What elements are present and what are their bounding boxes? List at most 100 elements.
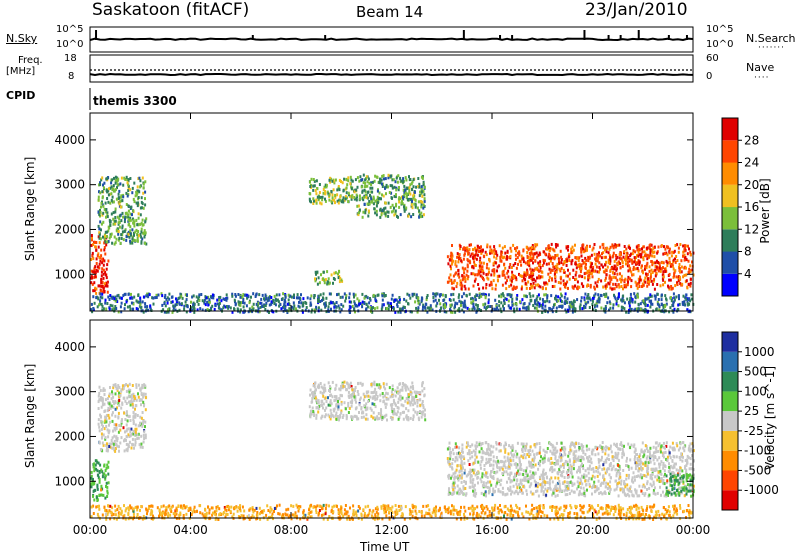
- data-cell: [114, 181, 117, 185]
- data-cell: [258, 310, 261, 314]
- data-cell: [210, 296, 213, 300]
- data-cell: [564, 488, 567, 492]
- data-cell: [403, 306, 406, 309]
- data-cell: [485, 253, 488, 257]
- data-cell: [384, 387, 387, 391]
- data-cell: [396, 410, 399, 414]
- data-cell: [246, 293, 249, 297]
- data-cell: [474, 458, 477, 462]
- data-cell: [515, 278, 518, 282]
- data-cell: [482, 261, 485, 265]
- data-cell: [480, 251, 483, 255]
- data-cell: [451, 286, 454, 290]
- data-cell: [627, 310, 630, 314]
- data-cell: [113, 235, 116, 239]
- data-cell: [395, 186, 398, 190]
- data-cell: [195, 295, 198, 299]
- data-cell: [358, 299, 361, 303]
- data-cell: [530, 461, 532, 465]
- data-cell: [484, 295, 487, 299]
- data-cell: [674, 284, 677, 288]
- data-cell: [356, 417, 359, 421]
- data-cell: [339, 310, 342, 314]
- data-cell: [349, 175, 352, 179]
- data-cell: [635, 256, 637, 259]
- data-cell: [116, 186, 118, 190]
- data-cell: [369, 186, 372, 190]
- data-cell: [357, 393, 360, 396]
- data-cell: [618, 260, 620, 264]
- data-cell: [125, 448, 128, 452]
- data-cell: [566, 460, 569, 464]
- data-cell: [106, 235, 108, 238]
- data-cell: [521, 298, 524, 302]
- data-cell: [105, 243, 108, 247]
- data-cell: [518, 253, 521, 257]
- data-cell: [123, 449, 126, 453]
- data-cell: [132, 392, 135, 396]
- data-cell: [141, 176, 144, 180]
- data-cell: [373, 207, 376, 211]
- data-cell: [441, 293, 444, 297]
- data-cell: [514, 474, 517, 478]
- data-cell: [139, 222, 142, 226]
- data-cell: [411, 206, 414, 210]
- data-cell: [462, 292, 465, 296]
- data-cell: [559, 448, 562, 452]
- data-cell: [113, 434, 116, 438]
- data-cell: [97, 400, 100, 404]
- data-cell: [548, 300, 551, 304]
- data-cell: [354, 178, 357, 182]
- data-cell: [128, 390, 131, 394]
- data-cell: [314, 388, 317, 392]
- data-cell: [628, 301, 631, 305]
- data-cell: [120, 420, 123, 424]
- data-cell: [139, 415, 142, 419]
- data-cell: [559, 296, 562, 300]
- data-cell: [419, 190, 421, 194]
- data-cell: [634, 258, 636, 262]
- data-cell: [108, 429, 111, 433]
- data-cell: [108, 392, 111, 396]
- data-cell: [112, 211, 115, 215]
- data-cell: [531, 271, 534, 275]
- data-cell: [651, 282, 654, 286]
- data-cell: [209, 308, 212, 312]
- data-cell: [422, 206, 425, 210]
- data-cell: [138, 443, 141, 447]
- data-cell: [380, 178, 383, 182]
- data-cell: [542, 261, 545, 265]
- data-cell: [515, 455, 518, 459]
- data-cell: [544, 281, 547, 285]
- data-cell: [350, 300, 353, 304]
- data-cell: [674, 260, 677, 264]
- data-cell: [106, 495, 109, 498]
- data-cell: [101, 292, 104, 296]
- data-cell: [362, 173, 365, 177]
- data-cell: [315, 413, 318, 417]
- data-cell: [125, 442, 128, 446]
- data-cell: [136, 300, 139, 304]
- data-cell: [597, 277, 600, 281]
- data-cell: [532, 294, 535, 298]
- data-cell: [481, 451, 484, 455]
- data-cell: [448, 258, 451, 262]
- data-cell: [649, 251, 652, 255]
- data-cell: [361, 411, 363, 415]
- data-cell: [532, 281, 535, 285]
- data-cell: [635, 293, 638, 297]
- data-cell: [121, 199, 124, 203]
- data-cell: [452, 287, 455, 291]
- data-cell: [111, 413, 114, 417]
- data-cell: [146, 305, 149, 309]
- data-cell: [379, 385, 382, 389]
- data-cell: [273, 294, 276, 298]
- data-cell: [332, 408, 335, 412]
- data-cell: [421, 214, 424, 218]
- data-cell: [135, 193, 138, 197]
- data-cell: [531, 244, 534, 247]
- data-cell: [517, 251, 519, 255]
- data-cell: [600, 256, 603, 260]
- data-cell: [233, 298, 236, 302]
- data-cell: [104, 496, 107, 500]
